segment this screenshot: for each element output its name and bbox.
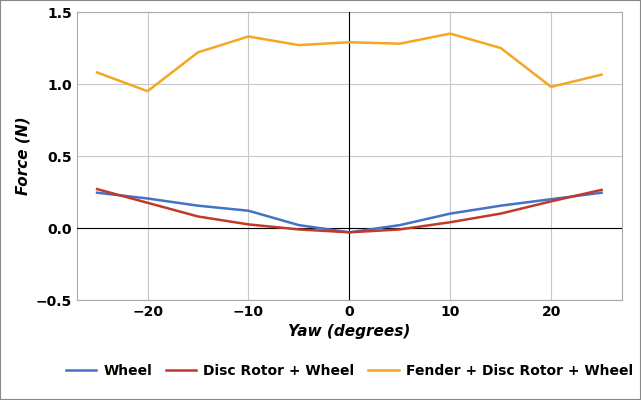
- Fender + Disc Rotor + Wheel: [598, 72, 606, 77]
- Disc Rotor + Wheel: [396, 227, 404, 232]
- Fender + Disc Rotor + Wheel: [497, 46, 504, 50]
- Wheel: [144, 196, 151, 201]
- Wheel: [547, 197, 555, 202]
- Wheel: [194, 203, 202, 208]
- Fender + Disc Rotor + Wheel: [547, 84, 555, 89]
- Disc Rotor + Wheel: [497, 211, 504, 216]
- Disc Rotor + Wheel: [245, 222, 253, 227]
- Fender + Disc Rotor + Wheel: [295, 43, 303, 48]
- Fender + Disc Rotor + Wheel: [194, 50, 202, 55]
- Disc Rotor + Wheel: [598, 188, 606, 192]
- Line: Wheel: Wheel: [97, 193, 602, 232]
- Legend: Wheel, Disc Rotor + Wheel, Fender + Disc Rotor + Wheel: Wheel, Disc Rotor + Wheel, Fender + Disc…: [60, 359, 638, 384]
- Disc Rotor + Wheel: [446, 220, 454, 225]
- Wheel: [446, 211, 454, 216]
- Fender + Disc Rotor + Wheel: [144, 89, 151, 94]
- Wheel: [598, 190, 606, 195]
- Wheel: [345, 230, 353, 235]
- Wheel: [295, 223, 303, 228]
- Disc Rotor + Wheel: [547, 199, 555, 204]
- Line: Disc Rotor + Wheel: Disc Rotor + Wheel: [97, 189, 602, 232]
- X-axis label: Yaw (degrees): Yaw (degrees): [288, 324, 410, 340]
- Wheel: [245, 208, 253, 213]
- Fender + Disc Rotor + Wheel: [345, 40, 353, 45]
- Fender + Disc Rotor + Wheel: [446, 31, 454, 36]
- Wheel: [93, 190, 101, 195]
- Fender + Disc Rotor + Wheel: [245, 34, 253, 39]
- Wheel: [396, 223, 404, 228]
- Disc Rotor + Wheel: [144, 200, 151, 205]
- Disc Rotor + Wheel: [295, 227, 303, 232]
- Fender + Disc Rotor + Wheel: [93, 70, 101, 75]
- Disc Rotor + Wheel: [194, 214, 202, 219]
- Disc Rotor + Wheel: [345, 230, 353, 235]
- Wheel: [497, 203, 504, 208]
- Fender + Disc Rotor + Wheel: [396, 41, 404, 46]
- Disc Rotor + Wheel: [93, 187, 101, 192]
- Y-axis label: Force (N): Force (N): [15, 117, 30, 195]
- Line: Fender + Disc Rotor + Wheel: Fender + Disc Rotor + Wheel: [97, 34, 602, 91]
